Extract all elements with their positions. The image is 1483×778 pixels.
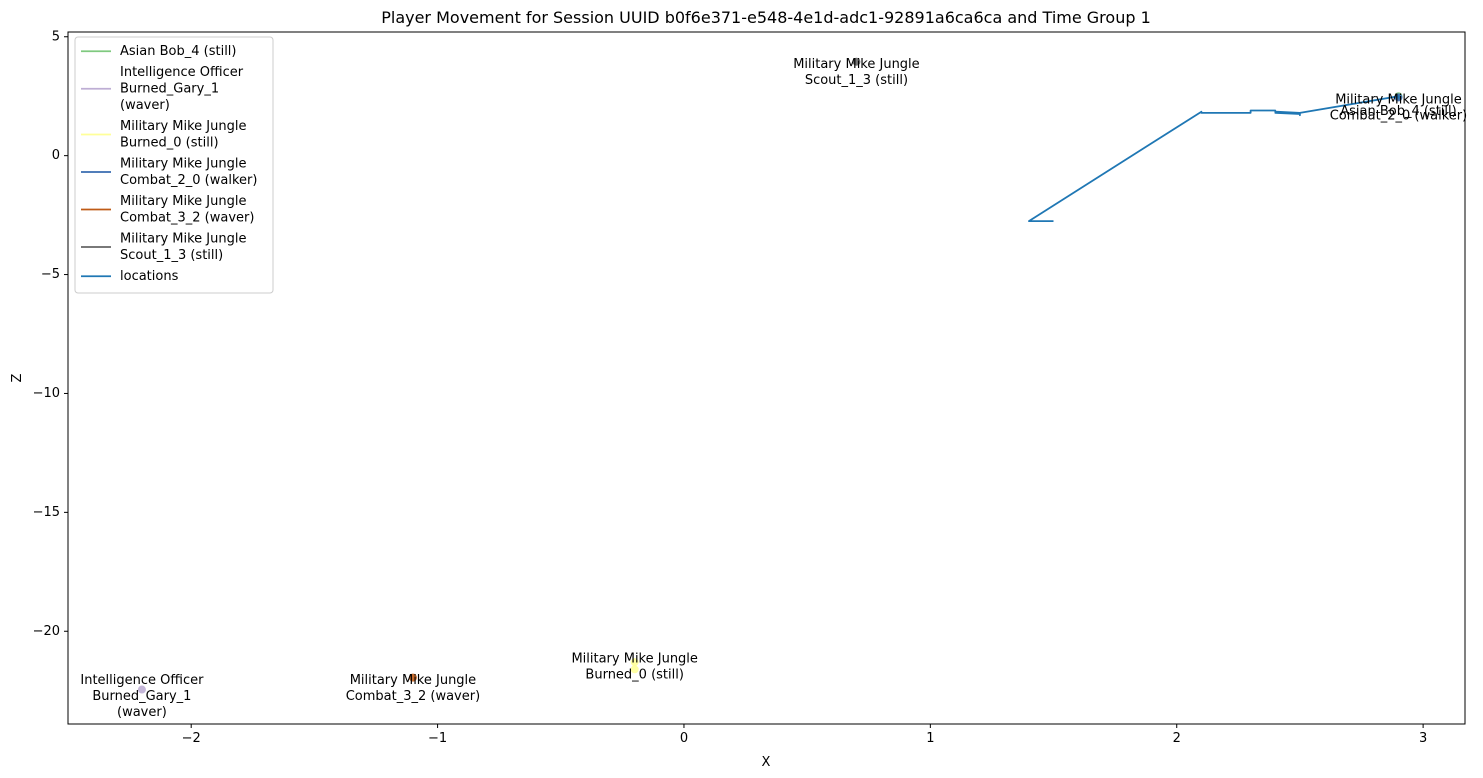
point-annotation-0-0: Military Mike Jungle (793, 57, 919, 72)
point-annotation-3-1: Burned_0 (still) (585, 667, 684, 682)
x-tick-label-4: 2 (1173, 731, 1181, 746)
point-annotation-5-0: Intelligence Officer (80, 673, 204, 688)
legend-label-1-2: (waver) (120, 98, 170, 113)
scatter-point-6 (852, 57, 861, 66)
legend-label-1-0: Intelligence Officer (120, 65, 244, 80)
legend-label-6-0: locations (120, 269, 179, 284)
series-line-0 (1028, 95, 1400, 223)
scatter-point-1 (137, 685, 146, 694)
y-tick-label-3: −10 (33, 386, 60, 401)
point-annotation-5-2: (waver) (117, 705, 167, 720)
legend-label-1-1: Burned_Gary_1 (120, 81, 219, 96)
legend-label-4-0: Military Mike Jungle (120, 194, 246, 209)
x-axis-label: X (762, 755, 771, 770)
legend-label-2-1: Burned_0 (still) (120, 135, 219, 150)
x-tick-label-3: 1 (926, 731, 934, 746)
point-annotation-3-0: Military Mike Jungle (571, 651, 697, 666)
point-annotation-1-0: Military Mike Jungle (1335, 93, 1461, 108)
scatter-point-3 (630, 665, 639, 674)
y-tick-label-4: −15 (33, 505, 60, 520)
y-tick-label-2: −5 (41, 267, 60, 282)
scatter-point-2 (630, 658, 639, 667)
y-tick-label-1: 0 (52, 148, 60, 163)
point-annotation-4-0: Military Mike Jungle (350, 673, 476, 688)
legend-label-4-1: Combat_3_2 (waver) (120, 210, 254, 225)
point-annotation-4-1: Combat_3_2 (waver) (346, 689, 480, 704)
y-tick-label-0: 5 (52, 29, 60, 44)
legend-label-0-0: Asian Bob_4 (still) (120, 44, 237, 59)
legend-label-5-0: Military Mike Jungle (120, 231, 246, 246)
legend-label-3-1: Combat_2_0 (walker) (120, 173, 257, 188)
legend-label-2-0: Military Mike Jungle (120, 119, 246, 134)
legend: Asian Bob_4 (still)Intelligence OfficerB… (74, 36, 274, 294)
axes-frame (67, 31, 1466, 725)
legend-label-3-0: Military Mike Jungle (120, 156, 246, 171)
scatter-point-5 (408, 673, 417, 682)
x-tick-label-5: 3 (1419, 731, 1427, 746)
x-axis: −2 −1 0 1 2 3 (182, 724, 1427, 746)
x-tick-label-1: −1 (428, 731, 447, 746)
point-annotation-1-1: Combat_2_0 (walker) (1330, 109, 1467, 124)
chart-title: Player Movement for Session UUID b0f6e37… (381, 8, 1151, 27)
x-tick-label-0: −2 (182, 731, 201, 746)
legend-box (74, 36, 274, 294)
x-tick-label-2: 0 (680, 731, 688, 746)
point-annotation-2-0: Asian Bob_4 (still) (1340, 104, 1457, 119)
point-annotation-5-1: Burned_Gary_1 (92, 689, 191, 704)
y-tick-label-5: −20 (33, 624, 60, 639)
y-axis-label: Z (10, 373, 25, 382)
y-axis: 5 0 −5 −10 −15 −20 (33, 29, 68, 639)
point-annotation-0-1: Scout_1_3 (still) (805, 73, 908, 88)
legend-label-5-1: Scout_1_3 (still) (120, 248, 223, 263)
